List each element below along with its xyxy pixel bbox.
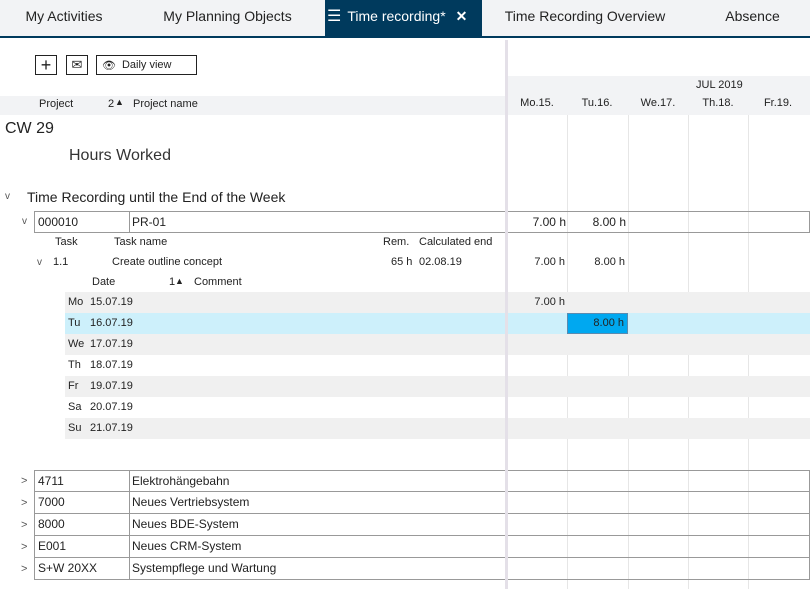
- chevron-right-icon[interactable]: >: [21, 519, 28, 531]
- date: 15.07.19: [90, 296, 133, 308]
- date: 17.07.19: [90, 338, 133, 350]
- header-date: Date: [92, 276, 116, 288]
- project-name: Systempflege und Wartung: [132, 561, 277, 575]
- calendar-header: JUL 2019: [508, 76, 810, 115]
- chevron-down-icon[interactable]: v: [22, 216, 27, 227]
- project-row[interactable]: 4711 Elektrohängebahn: [34, 470, 810, 492]
- tab-my-activities[interactable]: My Activities: [25, 8, 103, 24]
- project-number: 4711: [38, 474, 64, 488]
- hours-cell: 7.00 h: [534, 256, 565, 268]
- header-comment: Comment: [194, 276, 242, 288]
- project-row[interactable]: E001 Neues CRM-System: [34, 536, 810, 558]
- weekday: We: [68, 338, 85, 350]
- weekday: Su: [68, 422, 82, 434]
- project-number: 8000: [38, 517, 65, 531]
- weekday: Tu: [68, 317, 81, 329]
- hours-cell[interactable]: 7.00 h: [534, 296, 565, 308]
- header-task: Task: [55, 236, 78, 248]
- project-name: Neues BDE-System: [132, 517, 239, 531]
- day-header: Th.18.: [702, 97, 734, 109]
- project-number: S+W 20XX: [38, 561, 98, 575]
- sort-index: 1: [169, 276, 176, 288]
- header-calculated-end: Calculated end: [419, 236, 493, 248]
- day-row[interactable]: Mo 15.07.19 7.00 h: [65, 292, 810, 313]
- sort-asc-icon: ▲: [115, 97, 124, 107]
- day-header: Fr.19.: [763, 97, 793, 109]
- project-row[interactable]: S+W 20XX Systempflege und Wartung: [34, 558, 810, 580]
- task-id: 1.1: [53, 256, 69, 268]
- close-icon[interactable]: ✕: [455, 8, 468, 24]
- day-header: Mo.15.: [520, 97, 554, 109]
- week-label: CW 29: [5, 120, 54, 137]
- header-rem: Rem.: [383, 236, 410, 248]
- day-row[interactable]: Su 21.07.19: [65, 418, 810, 439]
- sort-asc-icon: ▲: [175, 276, 184, 286]
- project-number: 000010: [38, 215, 79, 229]
- header-task-name: Task name: [114, 236, 168, 248]
- weekday: Fr: [68, 380, 79, 392]
- weekday: Mo: [68, 296, 84, 308]
- month-label: JUL 2019: [696, 79, 743, 91]
- chevron-right-icon[interactable]: >: [21, 497, 28, 509]
- task-rem: 65 h: [391, 256, 413, 268]
- day-row-selected[interactable]: Tu 16.07.19 8.00 h: [65, 313, 810, 334]
- chevron-right-icon[interactable]: >: [21, 541, 28, 553]
- pane-divider[interactable]: [505, 40, 508, 589]
- tab-time-recording[interactable]: ☰ Time recording* ✕: [325, 0, 482, 38]
- eye-icon: 👁: [102, 59, 116, 72]
- project-row[interactable]: 000010 PR-01 7.00 h 8.00 h: [34, 211, 810, 233]
- weekday: Th: [68, 359, 81, 371]
- chevron-right-icon[interactable]: >: [21, 475, 28, 487]
- date: 18.07.19: [90, 359, 133, 371]
- sort-index: 2: [108, 98, 115, 110]
- hours-cell: 8.00 h: [594, 256, 625, 268]
- chevron-down-icon[interactable]: v: [5, 191, 10, 202]
- table-header: Project 2 ▲ Project name: [0, 96, 505, 115]
- daily-view-label: Daily view: [121, 59, 172, 71]
- daily-view-button[interactable]: 👁 Daily view: [96, 55, 197, 75]
- date: 16.07.19: [90, 317, 133, 329]
- tab-absence[interactable]: Absence: [725, 8, 780, 24]
- header-project[interactable]: Project: [39, 98, 74, 110]
- project-row[interactable]: 7000 Neues Vertriebsystem: [34, 492, 810, 514]
- section-label: Time Recording until the End of the Week: [27, 189, 286, 205]
- header-project-name[interactable]: Project name: [133, 98, 198, 110]
- chevron-down-icon[interactable]: v: [37, 257, 42, 268]
- task-calculated-end: 02.08.19: [419, 256, 462, 268]
- date: 21.07.19: [90, 422, 133, 434]
- day-row[interactable]: Sa 20.07.19: [65, 397, 810, 418]
- project-row[interactable]: 8000 Neues BDE-System: [34, 514, 810, 536]
- day-row[interactable]: We 17.07.19: [65, 334, 810, 355]
- project-name: Elektrohängebahn: [132, 474, 230, 488]
- envelope-icon: ✉: [71, 57, 83, 72]
- plus-icon: +: [40, 54, 52, 75]
- tab-time-recording-overview[interactable]: Time Recording Overview: [504, 8, 666, 24]
- hours-worked-label: Hours Worked: [69, 147, 171, 164]
- hours-cell: 7.00 h: [532, 215, 566, 229]
- tab-label: Time recording*: [347, 8, 446, 24]
- day-header: We.17.: [640, 97, 676, 109]
- hours-input[interactable]: 8.00 h: [567, 313, 628, 334]
- project-name: PR-01: [132, 215, 167, 229]
- date: 20.07.19: [90, 401, 133, 413]
- date: 19.07.19: [90, 380, 133, 392]
- project-number: 7000: [38, 495, 65, 509]
- mail-button[interactable]: ✉: [66, 55, 88, 75]
- day-row[interactable]: Fr 19.07.19: [65, 376, 810, 397]
- tab-bar: My Activities My Planning Objects ☰ Time …: [0, 0, 810, 38]
- task-name: Create outline concept: [112, 256, 223, 268]
- day-header: Tu.16.: [581, 97, 613, 109]
- hours-cell: 8.00 h: [592, 215, 626, 229]
- project-name: Neues Vertriebsystem: [132, 495, 250, 509]
- menu-icon[interactable]: ☰: [327, 8, 342, 25]
- weekday: Sa: [68, 401, 82, 413]
- project-number: E001: [38, 539, 67, 553]
- project-name: Neues CRM-System: [132, 539, 242, 553]
- add-button[interactable]: +: [35, 55, 57, 75]
- tab-my-planning-objects[interactable]: My Planning Objects: [163, 8, 292, 24]
- day-row[interactable]: Th 18.07.19: [65, 355, 810, 376]
- chevron-right-icon[interactable]: >: [21, 563, 28, 575]
